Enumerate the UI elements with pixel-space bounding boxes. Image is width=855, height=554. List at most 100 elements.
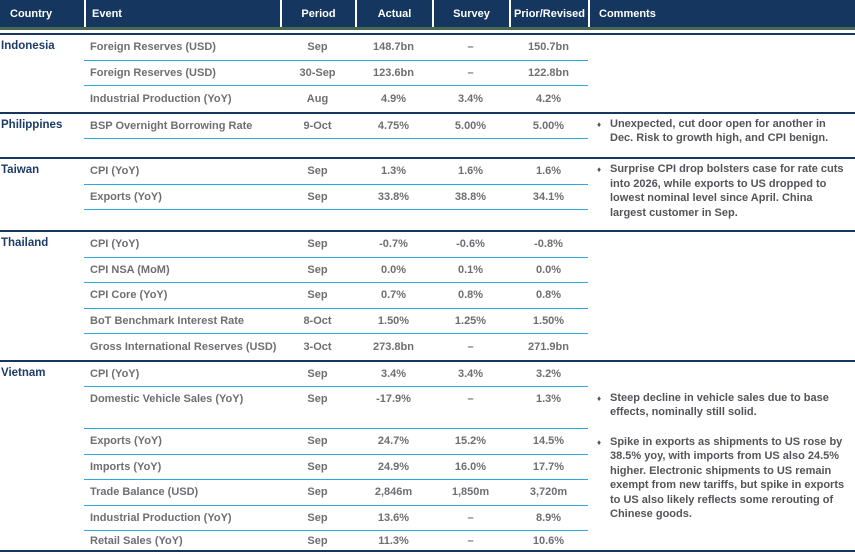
- row-spacer: [84, 139, 588, 157]
- survey-cell: 16.0%: [454, 460, 487, 473]
- period-cell: Sep: [307, 435, 328, 448]
- section-philippines: Philippines BSP Overnight Borrowing Rate…: [0, 111, 855, 158]
- table-row: Foreign Reserves (USD) Sep 148.7bn – 150…: [84, 35, 588, 61]
- comments-cell: ♦ Surprise CPI drop bolsters case for ra…: [588, 159, 855, 230]
- comment-text: Surprise CPI drop bolsters case for rate…: [610, 163, 844, 219]
- actual-cell: 4.75%: [377, 119, 410, 132]
- period-cell: Sep: [307, 190, 328, 203]
- prior-cell: 5.00%: [532, 119, 565, 132]
- event-cell: Industrial Production (YoY): [90, 92, 232, 105]
- comment-item: ♦ Unexpected, cut door open for another …: [597, 117, 849, 146]
- country-label: Vietnam: [1, 366, 46, 379]
- header-accent-rule: [0, 27, 855, 30]
- header-prior-revised: Prior/Revised: [509, 0, 588, 27]
- prior-cell: 1.6%: [535, 165, 562, 178]
- actual-cell: 1.3%: [380, 165, 407, 178]
- period-cell: 8-Oct: [303, 314, 332, 327]
- header-actual: Actual: [355, 0, 432, 27]
- period-cell: Sep: [307, 511, 328, 524]
- period-cell: Sep: [307, 289, 328, 302]
- table-row: BSP Overnight Borrowing Rate 9-Oct 4.75%…: [84, 114, 588, 139]
- header-event: Event: [84, 0, 280, 27]
- comments-cell: ♦ Unexpected, cut door open for another …: [588, 114, 855, 158]
- row-spacer: [84, 210, 588, 230]
- comment-text: Unexpected, cut door open for another in…: [610, 117, 829, 145]
- survey-cell: 0.8%: [457, 289, 484, 302]
- survey-cell: –: [467, 511, 474, 524]
- country-label: Indonesia: [1, 40, 55, 52]
- diamond-bullet-icon: ♦: [597, 437, 602, 447]
- header-period: Period: [280, 0, 355, 27]
- prior-cell: 3,720m: [529, 486, 568, 499]
- prior-cell: 1.3%: [535, 393, 562, 405]
- survey-cell: 1,850m: [451, 486, 490, 499]
- event-cell: Gross International Reserves (USD): [90, 340, 277, 353]
- event-cell: Foreign Reserves (USD): [90, 41, 216, 54]
- event-cell: Imports (YoY): [90, 460, 162, 473]
- actual-cell: -0.7%: [379, 238, 408, 251]
- table-row: Gross International Reserves (USD) 3-Oct…: [84, 334, 588, 360]
- table-row: Exports (YoY) Sep 24.7% 15.2% 14.5%: [84, 429, 588, 455]
- survey-cell: –: [467, 534, 474, 547]
- diamond-bullet-icon: ♦: [597, 119, 602, 129]
- table-row: Domestic Vehicle Sales (YoY) Sep -17.9% …: [84, 387, 588, 411]
- table-row: Retail Sales (YoY) Sep 11.3% – 10.6%: [84, 531, 588, 550]
- section-indonesia: Indonesia Foreign Reserves (USD) Sep 148…: [0, 33, 855, 112]
- event-cell: Foreign Reserves (USD): [90, 66, 216, 79]
- comments-cell: [588, 35, 855, 112]
- prior-cell: 122.8bn: [528, 66, 569, 79]
- survey-cell: 3.4%: [457, 92, 484, 105]
- actual-cell: 2,846m: [374, 486, 413, 499]
- event-cell: Trade Balance (USD): [90, 486, 199, 499]
- table-row: Exports (YoY) Sep 33.8% 38.8% 34.1%: [84, 185, 588, 210]
- event-cell: CPI Core (YoY): [90, 289, 168, 302]
- section-vietnam: Vietnam CPI (YoY) Sep 3.4% 3.4% 3.2% Dom…: [0, 359, 855, 552]
- diamond-bullet-icon: ♦: [597, 165, 602, 174]
- survey-cell: –: [467, 41, 474, 54]
- prior-cell: -0.8%: [534, 238, 563, 251]
- survey-cell: 38.8%: [454, 190, 487, 203]
- header-comments: Comments: [588, 0, 855, 27]
- event-cell: BSP Overnight Borrowing Rate: [90, 119, 253, 132]
- comment-item: ♦ Spike in exports as shipments to US ro…: [597, 435, 849, 522]
- survey-cell: 1.25%: [454, 314, 487, 327]
- event-cell: CPI NSA (MoM): [90, 263, 170, 276]
- table-row: Industrial Production (YoY) Sep 13.6% – …: [84, 506, 588, 531]
- prior-cell: 10.6%: [532, 534, 565, 547]
- actual-cell: 24.7%: [377, 435, 410, 448]
- actual-cell: 0.7%: [380, 289, 407, 302]
- actual-cell: 11.3%: [378, 534, 409, 547]
- period-cell: 9-Oct: [303, 119, 332, 132]
- survey-cell: –: [467, 393, 474, 405]
- event-cell: BoT Benchmark Interest Rate: [90, 314, 245, 327]
- country-label: Philippines: [1, 118, 63, 131]
- survey-cell: 3.4%: [457, 367, 484, 380]
- survey-cell: 15.2%: [454, 435, 487, 448]
- comments-cell: ♦ Steep decline in vehicle sales due to …: [588, 362, 855, 551]
- country-label: Thailand: [1, 237, 49, 249]
- actual-cell: 148.7bn: [373, 41, 414, 54]
- prior-cell: 0.0%: [535, 263, 562, 276]
- period-cell: Sep: [307, 165, 328, 178]
- period-cell: Sep: [307, 534, 328, 547]
- event-cell: Industrial Production (YoY): [90, 511, 232, 524]
- event-cell: Exports (YoY): [90, 435, 162, 448]
- prior-cell: 1.50%: [532, 314, 565, 327]
- comment-item: ♦ Steep decline in vehicle sales due to …: [597, 391, 849, 420]
- header-survey: Survey: [432, 0, 509, 27]
- actual-cell: 273.8bn: [373, 340, 414, 353]
- diamond-bullet-icon: ♦: [597, 393, 602, 403]
- prior-cell: 8.9%: [535, 511, 562, 524]
- event-cell: Domestic Vehicle Sales (YoY): [90, 393, 244, 405]
- period-cell: Sep: [307, 393, 328, 405]
- period-cell: 3-Oct: [303, 340, 332, 353]
- table-row: Imports (YoY) Sep 24.9% 16.0% 17.7%: [84, 455, 588, 480]
- event-cell: Exports (YoY): [90, 190, 162, 203]
- event-cell: CPI (YoY): [90, 238, 140, 251]
- survey-cell: –: [467, 66, 474, 79]
- survey-cell: 0.1%: [457, 263, 484, 276]
- prior-cell: 34.1%: [532, 190, 565, 203]
- actual-cell: 24.9%: [377, 460, 410, 473]
- comments-cell: [588, 232, 855, 360]
- event-cell: CPI (YoY): [90, 165, 140, 178]
